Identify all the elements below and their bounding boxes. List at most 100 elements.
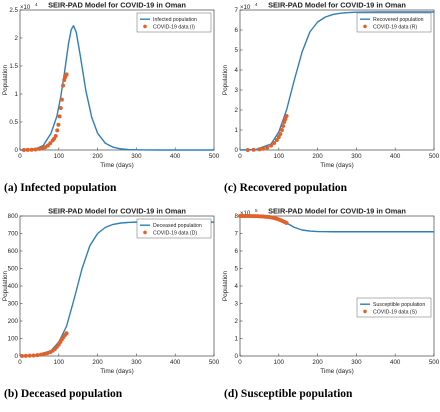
chart-title: SEIR-PAD Model for COVID-19 in Oman	[268, 1, 406, 10]
legend-label: Infected population	[153, 17, 197, 23]
x-tick-label: 0	[18, 359, 22, 366]
y-tick-label: 8	[235, 213, 239, 220]
x-tick-label: 500	[209, 153, 220, 160]
legend-box	[136, 218, 212, 239]
data-point	[265, 145, 270, 150]
plot-frame	[19, 9, 215, 151]
y-tick-label: 0	[15, 147, 19, 154]
y-tick-label: 100	[8, 336, 19, 343]
x-tick-label: 500	[209, 359, 220, 366]
y-tick-label: 0	[235, 353, 239, 360]
y-tick-label: 700	[8, 231, 19, 238]
legend-label: COVID-19 data (R)	[373, 24, 417, 30]
plot-frame	[19, 215, 215, 357]
y-tick-label: 5	[235, 47, 239, 54]
x-tick-label: 300	[351, 153, 362, 160]
data-point	[284, 221, 289, 225]
y-tick-label: 0	[235, 147, 239, 154]
panel-susceptible: SEIR-PAD Model for COVID-19 in Oman 0 100 2…	[220, 206, 440, 412]
x-tick-label: 400	[170, 153, 181, 160]
y-tick-label: 2	[15, 35, 19, 42]
x-tick-label: 100	[54, 359, 65, 366]
chart-title: SEIR-PAD Model for COVID-19 in Oman	[48, 207, 186, 216]
data-point	[283, 117, 288, 121]
legend-marker-swatch	[363, 309, 367, 314]
chart-recovered: SEIR-PAD Model for COVID-19 in Oman 0 100 2…	[222, 1, 440, 170]
x-tick-label: 200	[312, 359, 323, 366]
data-point	[57, 114, 62, 119]
legend-box	[356, 12, 432, 33]
x-tick-label: 300	[351, 359, 362, 366]
legend-box	[136, 12, 212, 33]
x-tick-label: 0	[238, 359, 242, 366]
data-point	[31, 353, 36, 358]
panel-deceased: SEIR-PAD Model for COVID-19 in Oman 0 100 2…	[0, 206, 220, 412]
y-tick-label: 0.5	[9, 119, 18, 126]
data-point	[58, 106, 63, 110]
data-point	[278, 132, 283, 136]
x-tick-label: 100	[274, 153, 285, 160]
y-tick-label: 300	[8, 301, 19, 308]
y-axis-label: Population	[222, 270, 229, 301]
axis-multiplier-exponent: 5	[255, 208, 258, 213]
data-point	[23, 353, 28, 358]
caption-deceased: (b) Deceased population	[4, 388, 123, 400]
data-point	[282, 120, 287, 124]
data-point	[37, 146, 42, 151]
legend-label: COVID-19 data (D)	[153, 230, 197, 236]
y-tick-label: 600	[8, 248, 19, 255]
x-axis-label: Time (days)	[100, 368, 134, 375]
x-tick-label: 500	[429, 153, 440, 160]
data-point	[251, 147, 256, 152]
panel-recovered: SEIR-PAD Model for COVID-19 in Oman 0 100 2…	[220, 0, 440, 206]
data-point	[261, 146, 266, 151]
y-tick-label: 5	[235, 266, 239, 273]
data-point	[27, 353, 32, 358]
data-point	[257, 147, 262, 152]
y-tick-label: 2	[235, 107, 239, 114]
y-tick-label: 1	[235, 336, 239, 343]
chart-infected: SEIR-PAD Model for COVID-19 in Oman 0 100 2…	[2, 1, 220, 170]
x-tick-label: 0	[238, 153, 242, 160]
legend-marker-swatch	[363, 24, 367, 29]
x-tick-label: 200	[312, 153, 323, 160]
y-tick-label: 400	[8, 283, 19, 290]
data-point	[19, 354, 24, 358]
y-axis-label: Population	[2, 64, 9, 95]
legend-box	[356, 297, 432, 318]
data-point	[45, 351, 50, 356]
x-tick-label: 300	[131, 359, 142, 366]
y-tick-label: 4	[235, 283, 239, 290]
model-curve	[19, 24, 214, 151]
x-tick-label: 100	[54, 153, 65, 160]
y-tick-label: 2	[235, 318, 239, 325]
y-tick-label: 500	[8, 266, 19, 273]
x-tick-label: 500	[429, 359, 440, 366]
y-tick-label: 200	[8, 318, 19, 325]
data-point	[64, 72, 69, 77]
legend-label: Recovered population	[373, 17, 424, 23]
data-point	[245, 148, 250, 152]
data-point	[25, 147, 30, 152]
x-tick-label: 100	[274, 359, 285, 366]
data-point	[284, 114, 289, 118]
plot-frame	[239, 9, 435, 151]
x-tick-label: 400	[170, 359, 181, 366]
legend-marker-swatch	[143, 24, 147, 29]
caption-susceptible: (d) Susceptible population	[224, 388, 353, 400]
x-tick-label: 400	[390, 359, 401, 366]
y-tick-label: 7	[235, 7, 239, 14]
caption-recovered: (c) Recovered population	[224, 182, 348, 194]
y-axis-label: Population	[222, 64, 229, 95]
legend-marker-swatch	[143, 230, 147, 235]
data-point	[21, 148, 26, 152]
y-tick-label: 1	[15, 91, 19, 98]
y-tick-label: 3	[235, 87, 239, 94]
data-point	[272, 141, 277, 145]
chart-title: SEIR-PAD Model for COVID-19 in Oman	[268, 207, 406, 216]
data-point	[42, 352, 47, 357]
legend-label: COVID-19 data (I)	[153, 24, 195, 30]
legend-label: Deceased population	[153, 223, 202, 229]
